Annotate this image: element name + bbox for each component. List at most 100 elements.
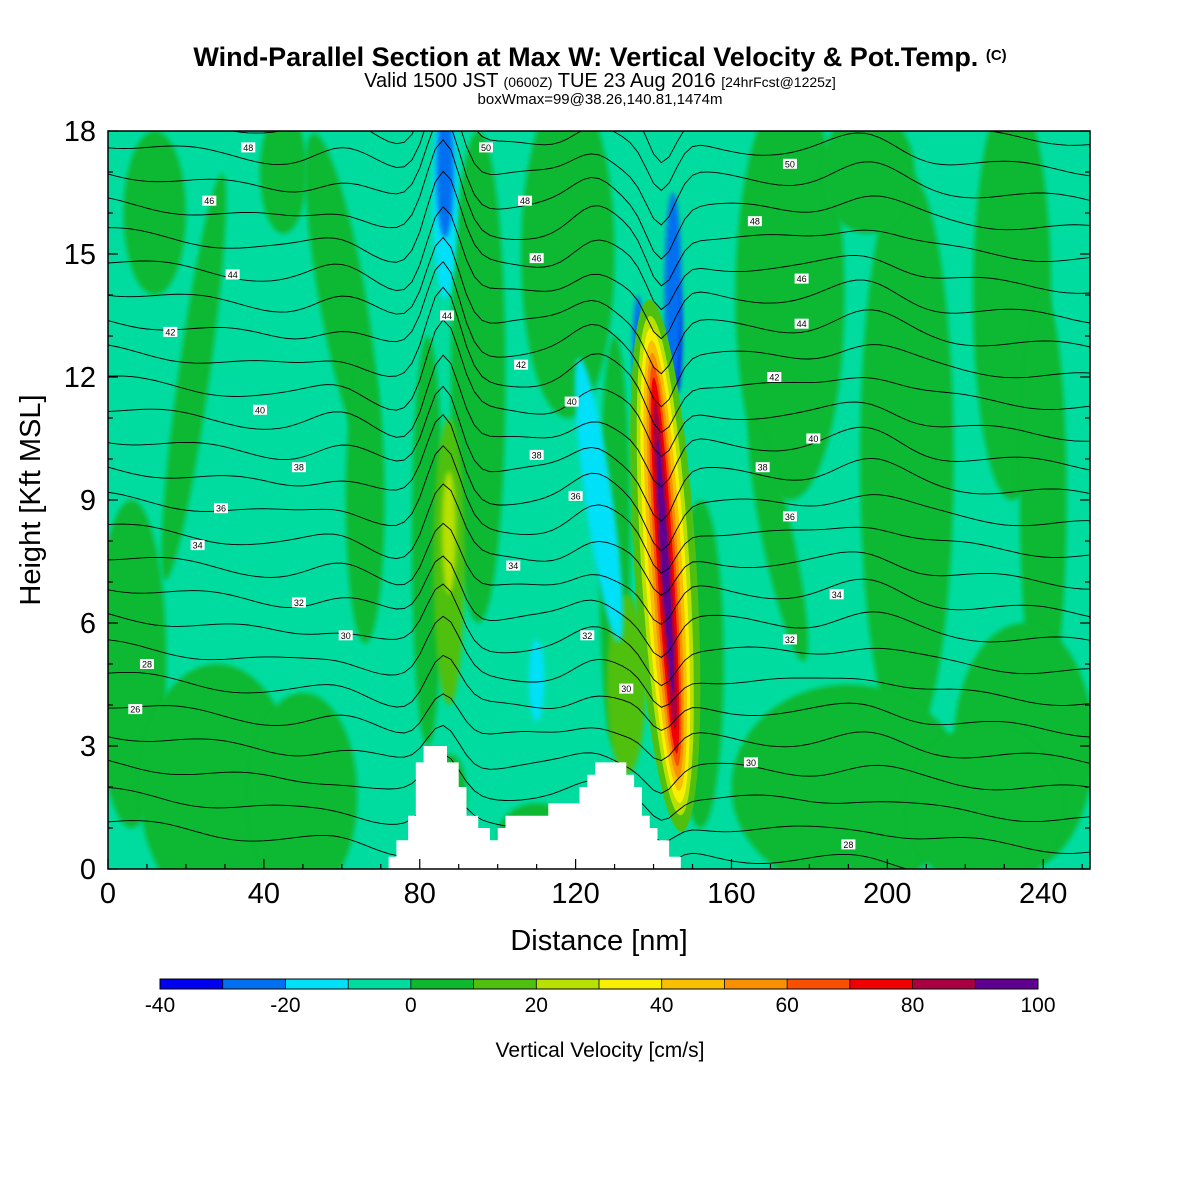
y-axis-label: Height [Kft MSL]: [15, 394, 47, 605]
theta-label: 28: [841, 839, 856, 850]
theta-label: 30: [743, 757, 758, 768]
valid-zulu: (0600Z): [503, 74, 553, 90]
colorbar-tick-labels: -40 -20 0 20 40 60 80 100: [145, 994, 1056, 1017]
colorbar-swatch: [536, 979, 600, 989]
colorbar-tick-label: -40: [145, 994, 175, 1017]
theta-label: 40: [806, 433, 821, 444]
x-axis-label: Distance [nm]: [510, 925, 687, 957]
colorbar-swatch: [724, 979, 788, 989]
velocity-region: [436, 131, 454, 238]
theta-label-box: [514, 359, 529, 370]
theta-label: 44: [225, 269, 240, 280]
theta-label-text: 32: [294, 598, 304, 608]
theta-label-box: [225, 269, 240, 280]
colorbar-tick-label: -20: [270, 994, 300, 1017]
theta-label: 50: [478, 142, 493, 153]
theta-label-box: [506, 560, 521, 571]
theta-label-text: 26: [130, 705, 140, 715]
chart-title: Wind-Parallel Section at Max W: Vertical…: [0, 42, 1200, 73]
theta-contour-line: [108, 693, 1090, 764]
theta-label-box: [767, 372, 782, 382]
theta-label: 32: [580, 630, 595, 641]
theta-label: 32: [782, 634, 797, 645]
theta-label-text: 28: [142, 660, 152, 670]
theta-label-box: [829, 589, 844, 600]
theta-label-text: 36: [785, 512, 795, 522]
colorbar-tick-label: 100: [1020, 994, 1055, 1017]
theta-label: 46: [202, 195, 217, 206]
theta-label: 44: [440, 310, 455, 321]
velocity-region: [521, 131, 615, 418]
theta-label-box: [291, 597, 306, 608]
theta-label: 36: [782, 511, 797, 522]
velocity-region: [123, 131, 186, 295]
theta-label-text: 46: [532, 254, 542, 264]
theta-label-text: 34: [508, 561, 518, 571]
theta-contour-line: [108, 654, 1090, 738]
theta-contour-line: [108, 286, 1090, 434]
theta-label: 48: [241, 142, 256, 153]
theta-label-box: [128, 704, 143, 715]
velocity-region: [860, 172, 954, 746]
x-tick-label: 40: [248, 878, 280, 910]
theta-contour-line: [108, 260, 1090, 408]
theta-label-box: [190, 540, 205, 551]
theta-contour-line: [108, 445, 1090, 574]
colorbar-swatch: [787, 979, 851, 989]
chart-title-main: Wind-Parallel Section at Max W: Vertical…: [193, 42, 979, 72]
theta-label-text: 34: [832, 590, 842, 600]
theta-label-box: [782, 511, 797, 522]
theta-label-text: 40: [255, 405, 265, 415]
theta-label-text: 36: [216, 504, 226, 514]
colorbar-tick-label: 0: [405, 994, 417, 1017]
colorbar-swatch: [473, 979, 537, 989]
theta-label-box: [163, 326, 178, 337]
potential-temperature-contours: [108, 131, 1090, 869]
theta-label: 34: [829, 589, 844, 600]
chart-subtitle: Valid 1500 JST (0600Z) TUE 23 Aug 2016 […: [0, 70, 1200, 93]
theta-label: 38: [529, 449, 544, 460]
theta-label-text: 28: [843, 840, 853, 850]
x-tick-label: 120: [551, 878, 599, 910]
theta-label: 36: [214, 503, 229, 514]
theta-label: 34: [506, 560, 521, 571]
theta-contour-line: [108, 555, 1090, 658]
colorbar-swatch: [599, 979, 663, 989]
theta-label-box: [478, 142, 493, 153]
colorbar-swatch: [222, 979, 286, 989]
plot-area: 48 46 44 42 40 38 36 34 32 30 28 26 50 48 46 44 42 40 38 36…: [108, 131, 1090, 869]
theta-label-text: 36: [571, 491, 581, 501]
velocity-region: [1019, 295, 1067, 705]
theta-contour-line: [108, 522, 1090, 625]
theta-contour-line: [108, 319, 1090, 458]
theta-label: 42: [163, 326, 178, 337]
theta-contour-line: [108, 414, 1090, 552]
colorbar-swatch: [975, 979, 1039, 989]
theta-label-text: 42: [165, 327, 175, 337]
theta-label-text: 34: [193, 541, 203, 551]
colorbar-swatch: [912, 979, 976, 989]
theta-label: 46: [529, 253, 544, 264]
theta-label-box: [806, 433, 821, 444]
theta-contour-line: [108, 385, 1090, 522]
colorbar-tick-label: 40: [650, 994, 673, 1017]
velocity-region: [574, 357, 624, 643]
y-tick-label: 6: [80, 608, 96, 640]
theta-label-box: [529, 449, 544, 460]
theta-label-box: [214, 503, 229, 514]
theta-label-box: [747, 216, 762, 227]
colorbar-swatch: [849, 979, 913, 989]
theta-label: 40: [564, 396, 579, 407]
theta-label-box: [440, 310, 455, 321]
colorbar-tick-label: 80: [901, 994, 924, 1017]
theta-label-text: 48: [243, 143, 253, 153]
velocity-region: [821, 131, 915, 234]
velocity-region: [248, 692, 358, 869]
theta-label: 48: [747, 216, 762, 227]
theta-contour-line: [108, 139, 1090, 287]
theta-label-box: [529, 253, 544, 264]
theta-label-box: [782, 634, 797, 645]
colorbar-swatch: [661, 979, 725, 989]
theta-label-box: [139, 659, 154, 669]
